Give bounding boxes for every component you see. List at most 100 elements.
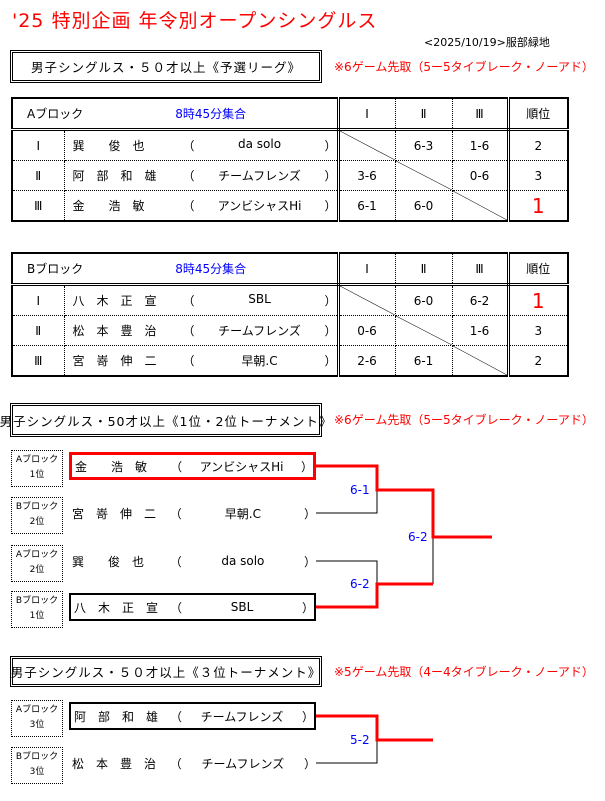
tournament2-heading: 男子シングルス・５０才以上《３位トーナメント》	[10, 656, 322, 687]
col-header: Ⅱ	[394, 97, 453, 131]
block-header: Aブロック 8時45分集合	[11, 97, 340, 131]
player-team: チームフレンズ	[201, 756, 285, 771]
player-team: SBL	[230, 600, 254, 614]
paren-close: ）	[324, 139, 337, 153]
bracket-player: 松 本 豊 治 （ チームフレンズ ）	[69, 749, 316, 777]
diagonal-line	[452, 346, 507, 375]
player-entry: 巽 俊 也 （ da solo ）	[65, 137, 337, 154]
tournament2-note: ※5ゲーム先取（4ー4タイブレーク・ノーアド）	[334, 665, 594, 679]
bracket-player: 八 木 正 宣 （ SBL ）	[69, 593, 316, 621]
name-cell: 巽 俊 也 （ da solo ）	[63, 129, 340, 161]
paren-close: ）	[324, 354, 337, 368]
player-name: 松 本 豊 治	[72, 756, 157, 771]
tournament1-note: ※6ゲーム先取（5ー5タイブレーク・ノーアド）	[334, 413, 594, 427]
rank-cell: 2	[507, 345, 569, 377]
paren-open: （	[182, 199, 195, 213]
player-team: チームフレンズ	[218, 169, 301, 183]
block-label: Bブロック	[27, 262, 84, 276]
diagonal-line	[339, 286, 395, 315]
result-cell	[451, 190, 510, 222]
paren-close: ）	[303, 756, 316, 771]
player-name: 巽 俊 也	[72, 554, 145, 569]
result-cell: 0-6	[451, 160, 510, 191]
paren-open: （	[182, 139, 195, 153]
player-team: チームフレンズ	[218, 324, 301, 338]
paren-close: ）	[301, 600, 314, 615]
result-cell: 6-3	[394, 129, 453, 161]
seed-label: Aブロック 1位	[11, 450, 63, 487]
player-name: 阿 部 和 雄	[72, 169, 157, 183]
league-heading: 男子シングルス・５０才以上《予選リーグ》	[10, 50, 322, 83]
result-cell: 6-1	[337, 190, 396, 222]
rank-cell: 3	[507, 315, 569, 346]
col-header: Ⅲ	[451, 252, 510, 286]
diagonal-line	[452, 191, 507, 220]
paren-open: （	[170, 459, 183, 474]
player-team: da solo	[237, 137, 282, 151]
paren-close: ）	[303, 554, 316, 569]
result-cell: 1-6	[451, 315, 510, 346]
rank-cell: 3	[507, 160, 569, 191]
bracket-player: 巽 俊 也 （ da solo ）	[69, 547, 316, 575]
player-entry: 阿 部 和 雄 （ チームフレンズ ）	[65, 167, 337, 184]
assembly-time: 8時45分集合	[175, 107, 247, 121]
result-cell: 0-6	[337, 315, 396, 346]
result-cell: 6-1	[394, 345, 453, 377]
seed-label: Bブロック 2位	[11, 497, 63, 534]
player-team: アンビシャスHi	[217, 199, 302, 213]
player-team: SBL	[248, 292, 271, 306]
assembly-time: 8時45分集合	[175, 262, 247, 276]
bracket-player: 金 浩 敏 （ アンビシャスHi ）	[69, 452, 316, 480]
player-name: 宮 嵜 伸 二	[72, 354, 157, 368]
name-cell: 松 本 豊 治 （ チームフレンズ ）	[63, 315, 340, 346]
paren-open: （	[169, 506, 182, 521]
player-entry: 松 本 豊 治 （ チームフレンズ ）	[65, 322, 337, 339]
header-row: Aブロック 8時45分集合 Ⅰ Ⅱ Ⅲ 順位	[11, 97, 569, 131]
paren-open: （	[169, 554, 182, 569]
paren-open: （	[169, 600, 182, 615]
player-name: 八 木 正 宣	[74, 600, 159, 615]
bracket-player: 宮 嵜 伸 二 （ 早朝.C ）	[69, 499, 316, 527]
player-entry: 宮 嵜 伸 二 （ 早朝.C ）	[65, 352, 337, 369]
block-title: Aブロック 8時45分集合	[13, 105, 337, 122]
row-number: Ⅲ	[11, 345, 65, 377]
result-cell: 6-0	[394, 284, 453, 316]
player-team: チームフレンズ	[200, 709, 284, 724]
paren-open: （	[182, 354, 195, 368]
result-cell: 2-6	[337, 345, 396, 377]
player-name: 宮 嵜 伸 二	[72, 506, 157, 521]
player-entry: 八 木 正 宣 （ SBL ）	[65, 292, 337, 309]
match-score: 6-2	[350, 577, 370, 591]
rank-header: 順位	[507, 97, 569, 131]
player-name: 金 浩 敏	[72, 199, 145, 213]
rank-cell: 1	[507, 190, 569, 222]
rank-header: 順位	[507, 252, 569, 286]
date-venue: <2025/10/19>服部緑地	[424, 36, 550, 49]
paren-open: （	[169, 709, 182, 724]
player-team: da solo	[221, 554, 265, 568]
paren-open: （	[169, 756, 182, 771]
bracket-player: 阿 部 和 雄 （ チームフレンズ ）	[69, 702, 316, 730]
result-cell: 6-2	[451, 284, 510, 316]
player-name: 八 木 正 宣	[72, 294, 157, 308]
paren-close: ）	[324, 169, 337, 183]
header-row: Bブロック 8時45分集合 Ⅰ Ⅱ Ⅲ 順位	[11, 252, 569, 286]
block-label: Aブロック	[27, 107, 84, 121]
player-name: 金 浩 敏	[75, 459, 148, 474]
league-note: ※6ゲーム先取（5ー5タイブレーク・ノーアド）	[334, 60, 594, 74]
page-title: '25 特別企画 年令別オープンシングルス	[12, 10, 378, 32]
league-table-b: Bブロック 8時45分集合 Ⅰ Ⅱ Ⅲ 順位 Ⅰ 八 木 正 宣（SBL） 6-0 6-2 1 Ⅱ 松 …	[11, 252, 570, 377]
paren-close: ）	[301, 709, 314, 724]
col-header: Ⅲ	[451, 97, 510, 131]
name-cell: 阿 部 和 雄 （ チームフレンズ ）	[63, 160, 340, 191]
seed-label: Aブロック 3位	[11, 700, 63, 737]
paren-close: ）	[303, 506, 316, 521]
diagonal-line	[395, 161, 452, 190]
row-number: Ⅱ	[11, 160, 65, 191]
league-table-a: Aブロック 8時45分集合 Ⅰ Ⅱ Ⅲ 順位 Ⅰ 巽 俊 也（da solo） 6-3 1-6 2 Ⅱ…	[11, 97, 570, 222]
paren-close: ）	[324, 199, 337, 213]
paren-close: ）	[300, 459, 313, 474]
diagonal-line	[395, 316, 452, 345]
col-header: Ⅱ	[394, 252, 453, 286]
